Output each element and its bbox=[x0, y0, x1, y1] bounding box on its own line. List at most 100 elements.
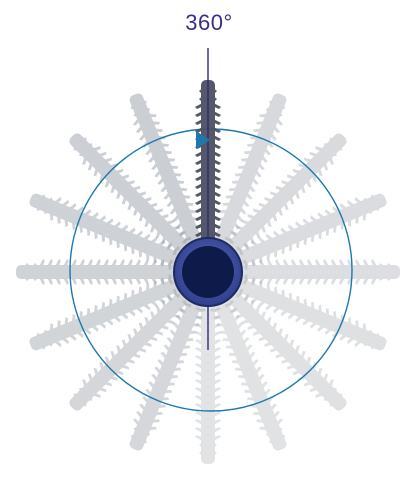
screw-thread bbox=[253, 317, 272, 336]
screw-thread bbox=[199, 92, 217, 101]
screw-thread bbox=[324, 310, 338, 335]
screw-thread bbox=[273, 230, 286, 255]
screw-thread bbox=[52, 259, 61, 285]
screw-thread bbox=[195, 395, 221, 404]
screw-thread bbox=[224, 236, 244, 256]
screw-shaft bbox=[29, 193, 210, 277]
ghost-screw-positions bbox=[16, 93, 400, 464]
screw-thread bbox=[315, 379, 334, 398]
screw-thread bbox=[115, 295, 129, 320]
screw-thread bbox=[93, 368, 112, 387]
screw-thread bbox=[63, 317, 77, 342]
screw-thread bbox=[281, 180, 300, 199]
screw-thread bbox=[258, 202, 278, 222]
screw-thread bbox=[243, 259, 252, 285]
screw-shaft bbox=[69, 269, 211, 411]
screw-thread bbox=[44, 259, 53, 285]
screw-thread bbox=[82, 146, 101, 165]
screw-thread bbox=[323, 143, 337, 157]
ghost-screw bbox=[203, 270, 287, 451]
screw-thread bbox=[93, 304, 106, 329]
screw-thread bbox=[78, 310, 92, 335]
screw-thread bbox=[121, 339, 141, 359]
screw-thread bbox=[41, 329, 53, 347]
ghost-screw bbox=[16, 259, 208, 285]
screw-thread bbox=[172, 288, 192, 308]
screw-thread bbox=[160, 351, 185, 365]
screw-thread bbox=[145, 236, 158, 261]
screw-thread bbox=[195, 411, 221, 420]
screw-thread bbox=[133, 105, 151, 117]
screw-thread bbox=[324, 209, 338, 234]
screw-thread bbox=[243, 381, 268, 394]
screw-thread bbox=[195, 108, 221, 117]
screw-thread bbox=[133, 197, 152, 216]
screw-thread bbox=[299, 259, 308, 285]
screw-thread bbox=[302, 301, 316, 326]
screw-thread bbox=[123, 292, 136, 317]
ghost-screw bbox=[206, 267, 387, 351]
screw-thread bbox=[157, 172, 182, 185]
screw-thread bbox=[169, 329, 194, 343]
screw-thread bbox=[329, 137, 343, 151]
screw-thread bbox=[150, 214, 169, 233]
screw-thread bbox=[172, 322, 197, 335]
ghost-screw bbox=[129, 270, 213, 451]
screw-shaft bbox=[206, 267, 387, 351]
screw-thread bbox=[309, 151, 329, 171]
screw-thread bbox=[130, 98, 148, 110]
screw-thread bbox=[304, 157, 323, 176]
screw-thread bbox=[115, 224, 129, 249]
rotation-direction-arrow bbox=[196, 131, 210, 149]
screw-thread bbox=[104, 356, 124, 376]
screw-thread bbox=[243, 150, 268, 163]
screw-shaft bbox=[16, 265, 208, 279]
screw-thread bbox=[265, 286, 279, 311]
screw-thread bbox=[137, 233, 151, 258]
screw-thread bbox=[213, 307, 238, 321]
screw-thread bbox=[41, 197, 53, 215]
screw-thread bbox=[108, 298, 121, 323]
screw-thread bbox=[178, 242, 197, 261]
screw-thread bbox=[307, 259, 316, 285]
screw-thread bbox=[354, 323, 367, 348]
screw-thread bbox=[108, 221, 121, 246]
screw-thread bbox=[110, 351, 129, 370]
screw-thread bbox=[259, 418, 284, 431]
screw-thread bbox=[178, 283, 197, 302]
screw-thread bbox=[100, 218, 114, 243]
screw-thread bbox=[275, 259, 284, 285]
screw-thread bbox=[280, 292, 293, 317]
screw-thread bbox=[273, 289, 286, 314]
rotation-angle-label: 360° bbox=[185, 10, 233, 35]
screw-thread bbox=[195, 148, 221, 157]
screw-thread bbox=[250, 280, 264, 305]
ghost-screw bbox=[69, 269, 211, 411]
screw-thread bbox=[247, 311, 266, 330]
screw-thread bbox=[292, 168, 312, 188]
screw-thread bbox=[161, 300, 180, 319]
screw-thread bbox=[154, 164, 179, 178]
screw-thread bbox=[216, 314, 241, 328]
screw-thread bbox=[225, 194, 250, 207]
screw-thread bbox=[195, 212, 221, 221]
screw-thread bbox=[167, 274, 180, 299]
screw-thread bbox=[237, 366, 262, 380]
screw-thread bbox=[195, 100, 221, 109]
screw-thread bbox=[249, 135, 274, 148]
screw-thread bbox=[240, 157, 265, 170]
screw-head-core bbox=[182, 246, 234, 298]
screw-thread bbox=[253, 403, 278, 417]
screw-thread bbox=[82, 379, 101, 398]
screw-thread bbox=[166, 337, 191, 350]
screw-thread bbox=[247, 214, 266, 233]
screw-thread bbox=[116, 259, 125, 285]
screw-head bbox=[173, 237, 243, 307]
screw-thread bbox=[225, 337, 250, 350]
screw-thread bbox=[140, 259, 149, 285]
screw-thread bbox=[181, 300, 206, 313]
screw-thread bbox=[228, 344, 253, 357]
screw-thread bbox=[157, 359, 182, 372]
screw-thread bbox=[148, 381, 173, 394]
